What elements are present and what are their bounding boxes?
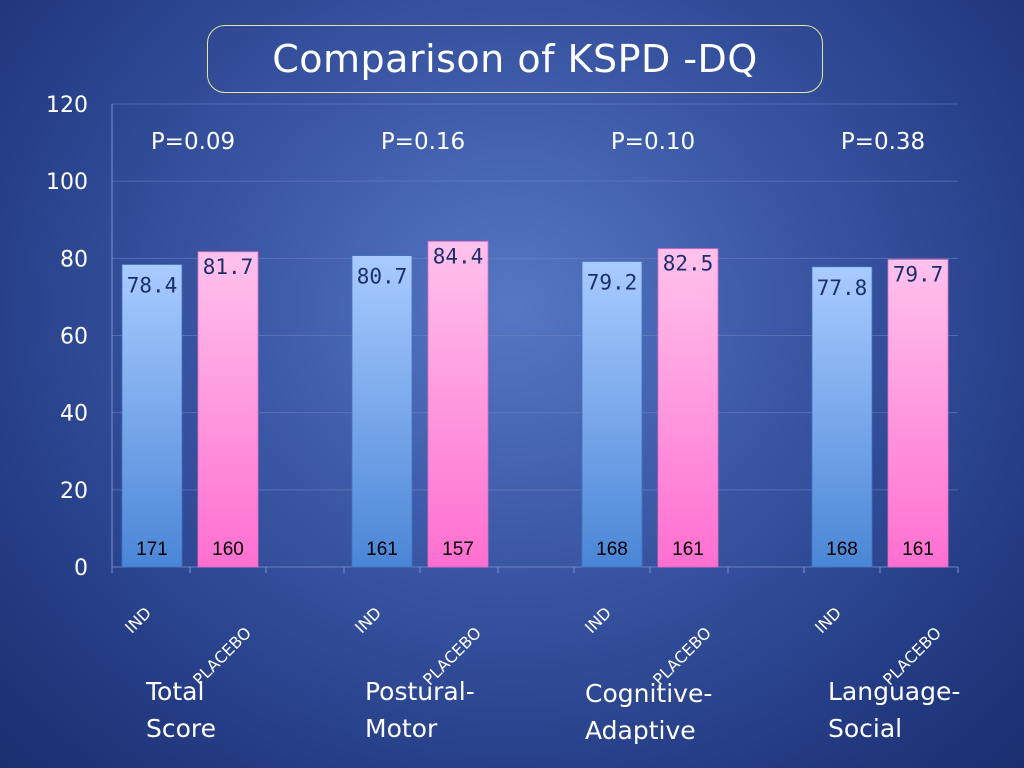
- y-tick-label: 100: [46, 170, 88, 195]
- bar-placebo: [197, 251, 259, 568]
- bar-ind: [351, 255, 413, 568]
- bar-count-label: 161: [902, 539, 934, 560]
- bar-value-label: 78.4: [127, 274, 178, 298]
- bar-placebo: [887, 259, 949, 568]
- p-value-label: P=0.38: [841, 129, 925, 155]
- bar-value-label: 81.7: [203, 255, 254, 279]
- group-label-line: Score: [146, 714, 217, 743]
- bar-ind: [811, 266, 873, 568]
- group-label: Language- Social: [828, 673, 960, 747]
- bar-count-label: 168: [596, 539, 628, 560]
- group-label-line: Language-: [828, 677, 961, 706]
- y-tick-label: 60: [60, 325, 88, 350]
- group-label: Postural- Motor: [365, 673, 475, 747]
- bar-layer: [121, 240, 949, 568]
- group-label: Cognitive- Adaptive: [585, 675, 712, 749]
- group-label-line: Motor: [365, 714, 438, 743]
- bar-value-label: 82.5: [663, 252, 714, 276]
- bar-count-label: 161: [366, 539, 398, 560]
- bar-count-label: 171: [136, 539, 168, 560]
- p-value-label: P=0.10: [611, 129, 695, 155]
- bar-count-label: 160: [212, 539, 244, 560]
- bar-count-label: 157: [442, 539, 474, 560]
- bar-value-label: 80.7: [357, 265, 408, 289]
- p-value-label: P=0.16: [381, 129, 465, 155]
- bar-count-label: 168: [826, 539, 858, 560]
- bar-value-label: 84.4: [433, 244, 484, 268]
- bar-count-label: 161: [672, 539, 704, 560]
- group-label-line: Adaptive: [585, 716, 696, 745]
- title-box: Comparison of KSPD -DQ: [207, 25, 823, 93]
- bar-ind: [581, 261, 643, 568]
- group-label-line: Postural-: [365, 677, 475, 706]
- slide-title: Comparison of KSPD -DQ: [272, 37, 758, 81]
- bar-placebo: [657, 248, 719, 568]
- y-tick-label: 80: [60, 247, 88, 272]
- y-tick-label: 20: [60, 479, 88, 504]
- category-tick-label: IND: [811, 603, 845, 637]
- category-tick-label: IND: [121, 603, 155, 637]
- category-tick-label: IND: [581, 603, 615, 637]
- bar-value-label: 79.7: [893, 262, 944, 286]
- group-label-line: Social: [828, 714, 903, 743]
- bar-ind: [121, 264, 183, 568]
- p-value-label: P=0.09: [151, 129, 235, 155]
- group-label-line: Cognitive-: [585, 679, 713, 708]
- bar-placebo: [427, 240, 489, 568]
- bar-value-label: 79.2: [587, 270, 638, 294]
- y-tick-label: 40: [60, 402, 88, 427]
- y-tick-label: 0: [74, 556, 88, 581]
- group-label: Total Score: [146, 673, 216, 747]
- group-label-line: Total: [146, 677, 205, 706]
- category-tick-label: IND: [351, 603, 385, 637]
- y-tick-label: 120: [46, 93, 88, 118]
- bar-value-label: 77.8: [817, 276, 868, 300]
